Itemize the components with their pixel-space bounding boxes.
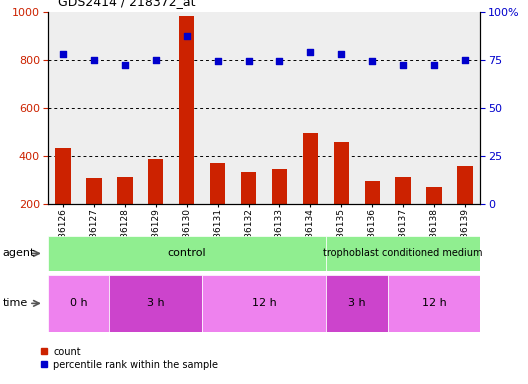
Point [306,49,315,55]
Legend: count, percentile rank within the sample: count, percentile rank within the sample [36,343,222,374]
Text: 3 h: 3 h [348,298,365,308]
Bar [117,177,133,252]
Bar [210,163,225,252]
Bar [395,177,411,252]
Bar [334,142,349,252]
Bar [48,236,326,271]
Bar [303,133,318,252]
Bar [457,166,473,252]
Point [90,56,98,63]
Point [120,62,129,68]
Point [368,58,376,65]
Bar [55,148,71,252]
Bar [241,172,256,252]
Bar [326,275,388,332]
Point [244,58,253,65]
Point [59,51,67,57]
Bar [179,16,194,252]
Bar [109,275,202,332]
Text: time: time [3,298,28,308]
Point [430,62,438,68]
Point [399,62,408,68]
Bar [148,159,164,252]
Point [152,56,160,63]
Bar [272,169,287,252]
Text: 12 h: 12 h [422,298,447,308]
Text: control: control [167,248,206,258]
Bar [48,275,109,332]
Text: agent: agent [3,248,35,258]
Text: GDS2414 / 218372_at: GDS2414 / 218372_at [58,0,195,8]
Text: 3 h: 3 h [147,298,165,308]
Bar [326,236,480,271]
Text: 12 h: 12 h [252,298,276,308]
Point [461,56,469,63]
Bar [86,178,101,252]
Point [275,58,284,65]
Point [213,58,222,65]
Bar [427,187,442,252]
Point [337,51,345,57]
Bar [364,181,380,252]
Bar [388,275,480,332]
Text: 0 h: 0 h [70,298,87,308]
Bar [202,275,326,332]
Point [183,33,191,40]
Text: trophoblast conditioned medium: trophoblast conditioned medium [324,248,483,258]
